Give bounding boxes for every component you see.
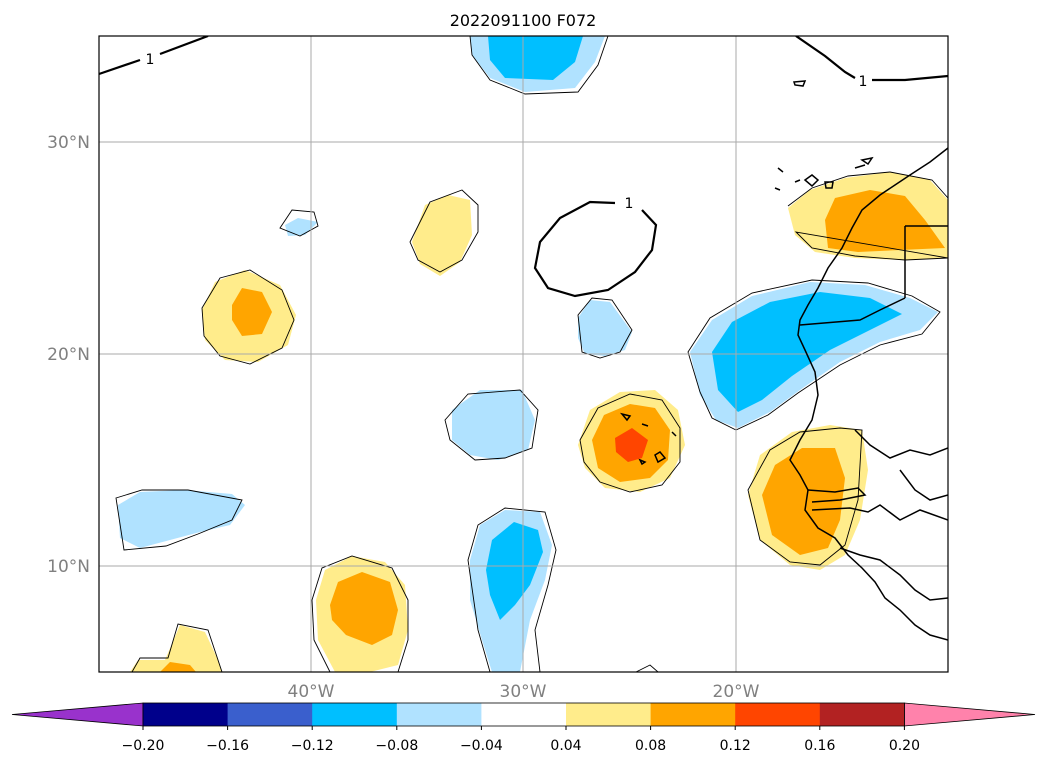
coastlines [619, 80, 948, 641]
grid-lines [99, 36, 948, 672]
anomaly-core-senegal [762, 448, 845, 555]
anomaly-core-band [712, 292, 902, 412]
country-border-4 [811, 504, 948, 521]
map-plot-area: 1 1 1 [99, 36, 948, 672]
country-border-1 [799, 225, 948, 326]
contour-label-1c: 1 [859, 74, 868, 90]
anomaly-region-bottom-left [130, 625, 222, 672]
country-border-3 [807, 487, 867, 503]
anomaly-region-yellow-1 [412, 195, 472, 276]
colorbar-tick-label: 0.04 [550, 738, 581, 754]
contour-label-1a: 1 [146, 52, 155, 68]
colorbar-tick-label: 0.16 [804, 738, 835, 754]
contour-label-1b: 1 [625, 196, 634, 212]
anomaly-core-south [330, 572, 398, 645]
anomaly-core-bottom-left [160, 662, 196, 672]
country-border-5 [839, 547, 948, 601]
country-border-2 [854, 429, 948, 459]
colorbar-tick-label: 0.12 [720, 738, 751, 754]
colorbar-segment [396, 703, 482, 726]
island-1 [774, 156, 874, 191]
plot-frame [98, 35, 949, 673]
lat-label-10: 10°N [47, 557, 90, 577]
colorbar-extend-max [904, 702, 1036, 727]
island-3 [619, 412, 677, 466]
colorbar-outline [142, 702, 905, 727]
colorbar-tick-label: −0.20 [122, 738, 165, 754]
colorbar-segment [227, 703, 313, 726]
anomaly-region-small [285, 218, 318, 236]
anomaly-core-top [488, 36, 583, 80]
anomaly-region-blue-left [118, 490, 245, 548]
colorbar-segment [481, 703, 567, 726]
colorbar-tick-label: −0.08 [375, 738, 418, 754]
shaded-fields [118, 36, 948, 672]
colorbar-tick-label: 0.08 [635, 738, 666, 754]
colorbar-segment [566, 703, 652, 726]
colorbar-tick-label: −0.12 [291, 738, 334, 754]
anomaly-core-blue-south [486, 522, 543, 620]
lon-label-40: 40°W [288, 682, 335, 702]
thick-contours [99, 36, 948, 298]
thin-contours [115, 36, 948, 672]
lon-label-20: 20°W [713, 682, 760, 702]
colorbar-tick-label: −0.16 [206, 738, 249, 754]
anomaly-region-blue-2 [452, 390, 535, 460]
africa-coastline [789, 147, 948, 641]
colorbar-tick-label: −0.04 [460, 738, 503, 754]
colorbar: −0.20 −0.16 −0.12 −0.08 −0.04 0.04 0.08 0.12 0.1… [11, 702, 1036, 754]
anomaly-region-center-blue [578, 300, 632, 356]
colorbar-extend-min [11, 702, 144, 727]
colorbar-segment [819, 703, 905, 726]
lat-label-30: 30°N [47, 133, 90, 153]
anomaly-core-left [232, 288, 272, 336]
anomaly-core-ne [825, 190, 945, 252]
country-border-6 [899, 469, 948, 501]
lat-label-20: 20°N [47, 345, 90, 365]
island-2 [792, 80, 807, 87]
colorbar-segment [735, 703, 821, 726]
anomaly-peak-center [615, 428, 648, 462]
colorbar-segment [650, 703, 736, 726]
plot-title: 2022091100 F072 [450, 11, 597, 30]
colorbar-segment [312, 703, 398, 726]
colorbar-tick-label: 0.20 [889, 738, 920, 754]
colorbar-segment [143, 703, 229, 726]
lon-label-30: 30°W [500, 682, 547, 702]
